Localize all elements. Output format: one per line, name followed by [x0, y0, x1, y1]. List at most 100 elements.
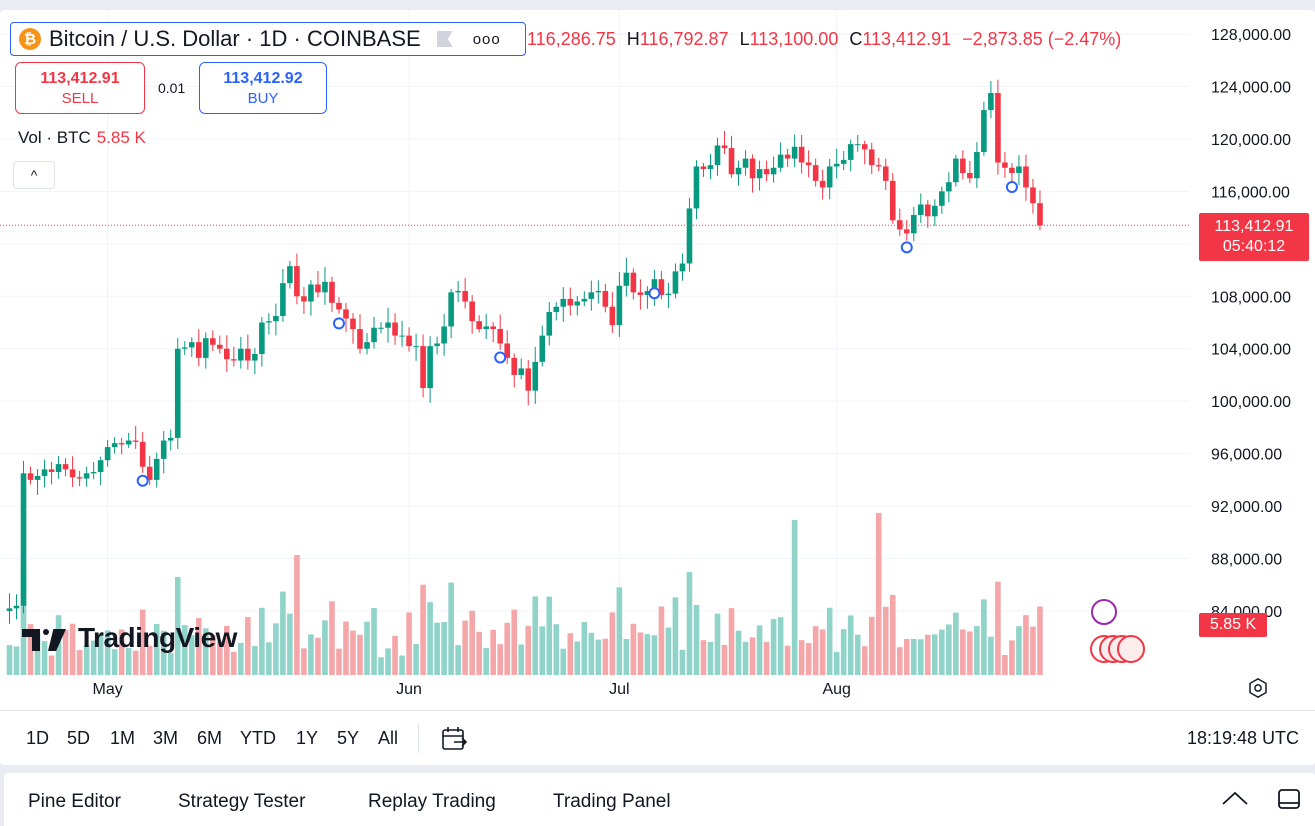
- range-3m-button[interactable]: 3M: [153, 728, 179, 748]
- volume-bar: [798, 640, 805, 675]
- candle-body: [1037, 203, 1043, 226]
- expand-panel-chevron-icon[interactable]: [1220, 787, 1250, 811]
- go-to-date-calendar-icon[interactable]: [440, 725, 468, 753]
- range-1d-button[interactable]: 1D: [26, 728, 50, 748]
- volume-bar: [231, 651, 237, 675]
- volume-bar: [392, 635, 398, 675]
- candle-body: [889, 180, 896, 221]
- event-marker: [648, 287, 661, 300]
- time-axis-label: Jun: [396, 681, 422, 698]
- volume-bar: [819, 629, 826, 675]
- axis-settings-icon[interactable]: [1247, 677, 1269, 699]
- candle-body: [55, 464, 62, 472]
- candle-body: [90, 471, 97, 474]
- range-5y-button[interactable]: 5Y: [337, 728, 360, 748]
- volume-bar: [476, 631, 482, 675]
- candle-body: [791, 146, 798, 159]
- utc-clock[interactable]: 18:19:48 UTC: [1186, 728, 1299, 748]
- volume-bar: [1030, 626, 1036, 675]
- candle-body: [974, 152, 980, 179]
- volume-bar: [483, 647, 489, 675]
- volume-bar: [644, 634, 651, 675]
- collapse-legend-button[interactable]: ^: [13, 161, 55, 189]
- volume-bar: [1002, 654, 1008, 675]
- tab-strategy-tester[interactable]: Strategy Tester: [178, 791, 306, 812]
- interval-label[interactable]: 1D: [259, 26, 288, 51]
- candle-body: [441, 326, 447, 344]
- sell-label: SELL: [61, 89, 99, 107]
- volume-bar: [441, 622, 447, 675]
- candle-body: [217, 344, 223, 349]
- range-1y-button[interactable]: 1Y: [296, 728, 319, 748]
- volume-tag: 5.85 K: [1199, 613, 1267, 637]
- volume-bar: [805, 643, 812, 675]
- tab-pine-editor[interactable]: Pine Editor: [28, 791, 121, 812]
- symbol-name[interactable]: Bitcoin / U.S. Dollar: [49, 26, 240, 51]
- candle-body: [882, 166, 889, 181]
- spread-value: 0.01: [158, 80, 186, 96]
- range-ytd-button[interactable]: YTD: [240, 728, 276, 748]
- volume-bar: [245, 617, 251, 675]
- close-value: 113,412.91: [862, 29, 952, 49]
- candle-body: [27, 473, 34, 480]
- range-1m-button[interactable]: 1M: [110, 728, 136, 748]
- range-6m-button[interactable]: 6M: [197, 728, 223, 748]
- tradingview-mark-icon: [22, 625, 68, 651]
- candle-body: [357, 329, 363, 349]
- range-5d-button[interactable]: 5D: [67, 728, 91, 748]
- tab-replay-trading[interactable]: Replay Trading: [368, 791, 496, 812]
- volume-bar: [420, 584, 426, 675]
- candle-body: [574, 301, 581, 306]
- price-axis-label: 116,000.00: [1211, 184, 1290, 201]
- tab-trading-panel[interactable]: Trading Panel: [553, 791, 671, 812]
- separator-dot: ·: [287, 26, 307, 51]
- candle-body: [329, 281, 335, 303]
- candle-body: [770, 167, 777, 175]
- candle-body: [497, 329, 503, 344]
- bar-countdown: 05:40:12: [1222, 238, 1286, 255]
- maximize-panel-icon[interactable]: [1276, 786, 1302, 812]
- sell-button[interactable]: 113,412.91 SELL: [15, 62, 145, 114]
- chart-panel[interactable]: 128,000.00 124,000.00 120,000.00 116,000.00…: [0, 10, 1315, 765]
- more-options-icon[interactable]: ooo: [472, 30, 501, 48]
- volume-bar: [574, 641, 581, 675]
- candle-body: [97, 460, 104, 472]
- candle-body: [294, 266, 300, 297]
- price-axis-label: 104,000.00: [1211, 342, 1291, 359]
- candle-body: [910, 214, 917, 234]
- candle-body: [364, 342, 370, 349]
- range-all-button[interactable]: All: [378, 728, 399, 748]
- candle-body: [153, 458, 160, 480]
- candle-body: [146, 466, 153, 480]
- candle-body: [988, 93, 994, 111]
- volume-bar: [833, 651, 840, 675]
- volume-bar: [967, 631, 973, 675]
- volume-bar: [195, 618, 202, 675]
- candle-body: [259, 322, 265, 354]
- buy-button[interactable]: 113,412.92 BUY: [199, 62, 327, 114]
- high-value: 116,792.87: [639, 29, 729, 49]
- volume-bar: [188, 635, 195, 675]
- candle-body: [672, 271, 679, 294]
- volume-bar: [567, 633, 574, 675]
- volume-legend[interactable]: Vol · BTC 5.85 K: [18, 128, 146, 148]
- candle-body: [665, 293, 672, 295]
- candle-body: [567, 298, 574, 306]
- volume-bar: [41, 641, 48, 675]
- volume-bar: [946, 624, 952, 675]
- tradingview-logo[interactable]: TradingView: [22, 622, 237, 654]
- symbol-header[interactable]: ₿ Bitcoin / U.S. Dollar · 1D · COINBASE …: [10, 22, 526, 56]
- volume-bar: [651, 635, 658, 675]
- candle-body: [854, 144, 861, 146]
- candle-body: [76, 477, 83, 479]
- price-chart[interactable]: 128,000.00 124,000.00 120,000.00 116,000.00…: [0, 10, 1315, 710]
- flag-icon[interactable]: [436, 31, 453, 47]
- volume-bar: [939, 629, 945, 675]
- candle-body: [20, 473, 27, 606]
- volume-bar: [918, 639, 924, 675]
- candle-body: [504, 343, 511, 358]
- low-label: L: [739, 29, 750, 49]
- candle-body: [630, 272, 637, 293]
- candle-body: [532, 361, 539, 391]
- time-axis-label: May: [93, 681, 123, 698]
